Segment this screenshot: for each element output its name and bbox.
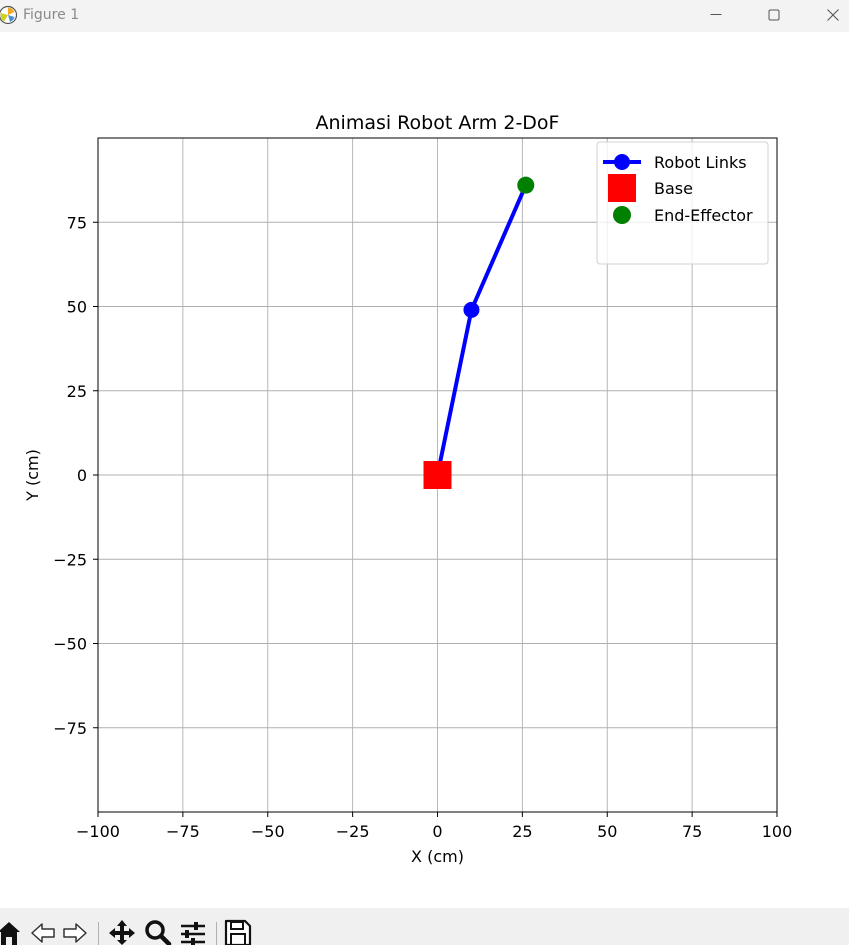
configure-subplots-button[interactable] xyxy=(179,918,209,945)
legend-box xyxy=(596,141,769,265)
close-button[interactable] xyxy=(810,0,849,32)
y-tick-label: 25 xyxy=(67,382,87,401)
y-tick-label: −50 xyxy=(53,635,87,654)
legend-label: Base xyxy=(654,179,693,198)
back-button[interactable] xyxy=(30,918,60,945)
x-tick-label: 50 xyxy=(597,822,617,841)
window-titlebar: Figure 1 xyxy=(0,0,849,32)
pan-icon xyxy=(109,920,135,945)
forward-icon xyxy=(63,923,87,943)
x-tick-label: 0 xyxy=(432,822,442,841)
robot-arm-chart: −100 −75 −50 −25 0 25 50 75 100−75−50−250255075 … xyxy=(23,112,792,866)
end-effector-point xyxy=(517,176,535,194)
y-tick-label: −25 xyxy=(53,550,87,569)
x-tick-label: −50 xyxy=(251,822,285,841)
data-series xyxy=(423,176,535,489)
minimize-icon xyxy=(710,14,722,15)
save-button[interactable] xyxy=(224,918,254,945)
zoom-button[interactable] xyxy=(144,918,174,945)
legend-label: End-Effector xyxy=(654,206,753,225)
y-tick-label: −75 xyxy=(53,719,87,738)
pan-button[interactable] xyxy=(107,918,137,945)
figure-canvas[interactable]: −100 −75 −50 −25 0 25 50 75 100 −75 −50 −25 0 25 50 75 … xyxy=(0,32,849,908)
legend: Robot Links Base End-Effector xyxy=(596,141,769,265)
home-icon xyxy=(0,922,20,945)
legend-marker-swatch xyxy=(613,206,631,224)
robot-links-line xyxy=(435,184,528,476)
y-axis-label: Y (cm) xyxy=(23,449,42,502)
navigation-toolbar xyxy=(0,908,849,945)
minimize-button[interactable] xyxy=(693,0,739,32)
toolbar-separator xyxy=(216,922,217,945)
robot-link-joint-point xyxy=(463,301,480,318)
back-icon xyxy=(31,923,55,943)
x-tick-label: 25 xyxy=(512,822,532,841)
base-point xyxy=(423,461,452,489)
x-tick-label: −25 xyxy=(336,822,370,841)
home-button[interactable] xyxy=(0,918,26,945)
chart-title: Animasi Robot Arm 2-DoF xyxy=(316,112,560,134)
x-axis-label: X (cm) xyxy=(411,847,464,866)
matplotlib-app-icon xyxy=(0,5,18,25)
window-title: Figure 1 xyxy=(23,7,80,23)
legend-label: Robot Links xyxy=(654,153,747,172)
maximize-button[interactable] xyxy=(751,0,797,32)
y-tick-label: 0 xyxy=(77,466,87,485)
axis-ticks: −100 −75 −50 −25 0 25 50 75 100 −75 −50 −25 0 25 50 75 xyxy=(53,213,792,841)
toolbar-separator xyxy=(98,922,99,945)
save-icon xyxy=(224,919,252,945)
x-tick-label: 75 xyxy=(682,822,702,841)
configure-subplots-icon xyxy=(181,922,205,945)
forward-button[interactable] xyxy=(62,918,92,945)
x-tick-label: −100 xyxy=(76,822,120,841)
maximize-icon xyxy=(768,9,780,21)
x-tick-label: −75 xyxy=(166,822,200,841)
y-tick-label: 50 xyxy=(67,298,87,317)
y-tick-label: 75 xyxy=(67,213,87,232)
zoom-icon xyxy=(145,920,172,945)
close-icon xyxy=(827,9,839,21)
x-tick-label: 100 xyxy=(762,822,793,841)
legend-marker-swatch xyxy=(614,154,630,170)
legend-marker-swatch xyxy=(608,174,636,202)
